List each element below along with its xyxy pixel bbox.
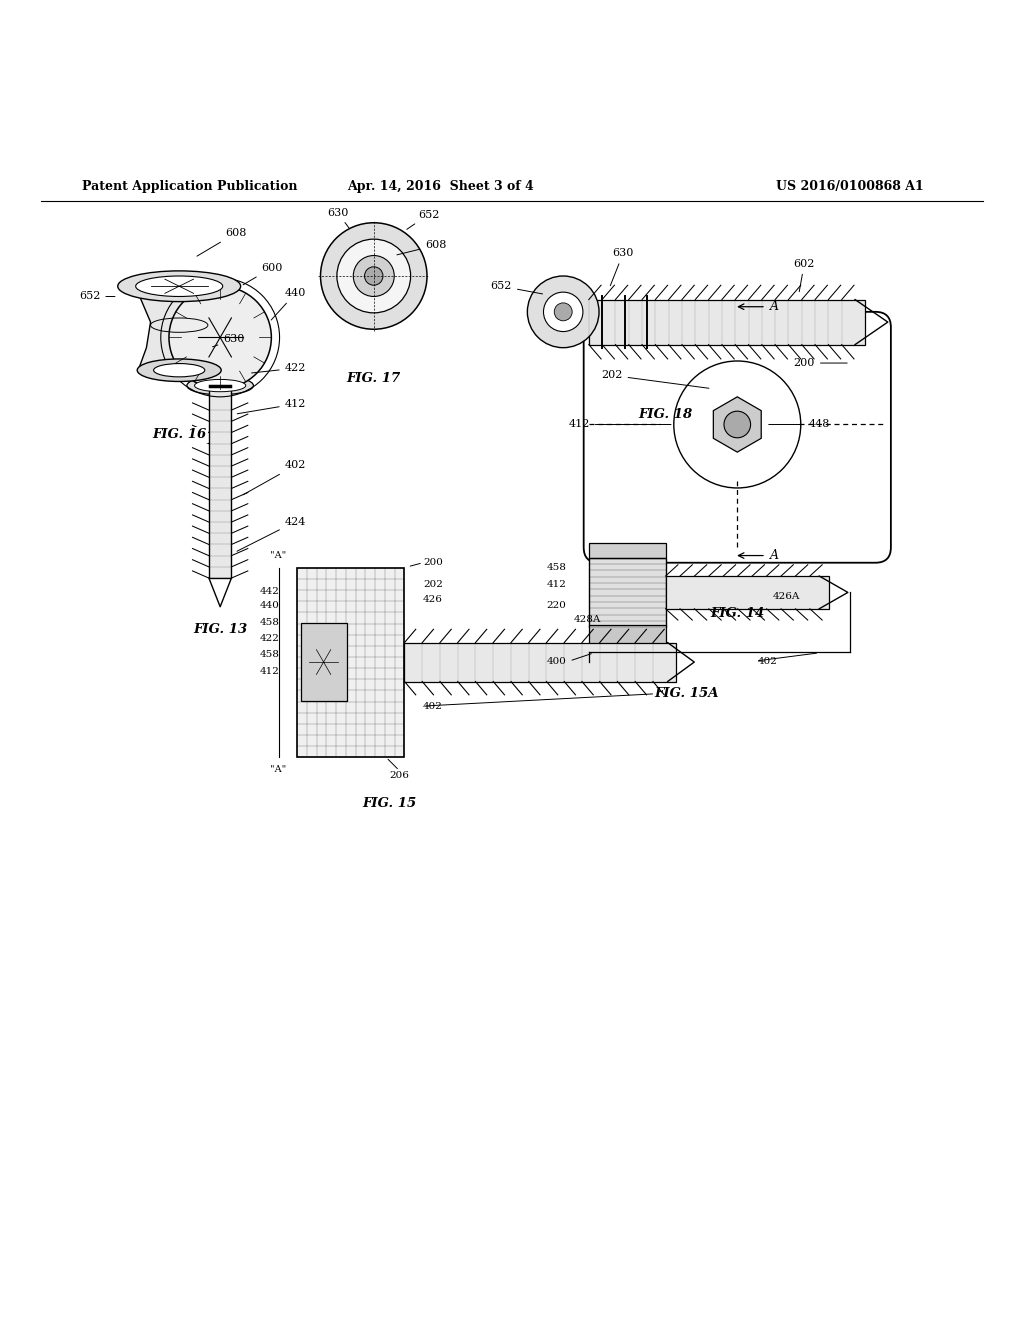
Text: 458: 458 [547,564,566,573]
Text: 652: 652 [407,210,439,230]
Bar [297,568,404,758]
Text: 652: 652 [79,292,115,301]
Text: 426A: 426A [773,591,801,601]
Text: 422: 422 [260,634,280,643]
Text: 220: 220 [547,601,566,610]
Text: FIG. 14: FIG. 14 [711,607,764,620]
Text: 206: 206 [389,771,410,780]
Text: FIG. 18: FIG. 18 [639,408,692,421]
Bar [301,623,347,701]
Text: 442: 442 [260,587,280,595]
Ellipse shape [135,276,223,297]
Text: Patent Application Publication: Patent Application Publication [82,181,297,194]
Text: 448: 448 [769,420,830,429]
Circle shape [544,292,583,331]
Text: 458: 458 [260,618,280,627]
Text: 440: 440 [260,601,280,610]
Text: A: A [770,300,779,313]
Ellipse shape [137,359,221,381]
Circle shape [169,286,271,388]
Text: 630: 630 [610,248,634,285]
Text: 608: 608 [197,228,247,256]
Text: 652: 652 [490,281,543,294]
Bar [589,626,666,644]
Circle shape [724,411,751,438]
Text: 200: 200 [423,558,442,568]
Text: 412: 412 [238,399,306,413]
Bar [404,643,676,681]
Bar [666,576,829,609]
Text: 412: 412 [547,579,566,589]
Text: 200: 200 [794,358,847,368]
Text: 402: 402 [758,656,777,665]
Text: 400: 400 [547,656,566,665]
Text: FIG. 17: FIG. 17 [347,372,400,385]
Text: "A": "A" [270,550,287,560]
Text: 424: 424 [237,516,306,552]
Bar [209,388,231,578]
Circle shape [554,302,572,321]
Text: 422: 422 [252,363,306,374]
Circle shape [337,239,411,313]
Text: 630: 630 [327,207,349,228]
Text: A: A [770,549,779,562]
Bar [589,300,865,345]
Polygon shape [714,397,761,453]
Text: 202: 202 [601,371,709,388]
Text: 630: 630 [213,334,245,347]
FancyBboxPatch shape [584,312,891,562]
Ellipse shape [186,376,254,395]
Text: 440: 440 [271,288,306,319]
Text: "A": "A" [270,766,287,775]
Polygon shape [136,288,222,370]
Circle shape [321,223,427,329]
Circle shape [365,267,383,285]
Text: 402: 402 [423,702,442,710]
Circle shape [353,256,394,297]
Text: 602: 602 [794,259,815,292]
Text: Apr. 14, 2016  Sheet 3 of 4: Apr. 14, 2016 Sheet 3 of 4 [347,181,534,194]
Text: FIG. 15: FIG. 15 [362,797,416,810]
Ellipse shape [118,271,241,301]
Text: 426: 426 [423,595,442,605]
Text: 428A: 428A [573,615,601,623]
Circle shape [527,276,599,347]
Text: 600: 600 [243,263,283,285]
Bar [589,544,666,557]
Text: 402: 402 [243,461,306,495]
Text: FIG. 15A: FIG. 15A [654,688,718,701]
Text: US 2016/0100868 A1: US 2016/0100868 A1 [776,181,924,194]
Text: 202: 202 [423,579,442,589]
Text: 608: 608 [397,240,446,255]
Text: 412: 412 [260,667,280,676]
Text: FIG. 13: FIG. 13 [194,623,247,636]
Ellipse shape [195,379,246,392]
Bar [589,557,666,627]
Ellipse shape [154,363,205,378]
Text: 458: 458 [260,651,280,660]
Text: 412: 412 [568,420,671,429]
Text: FIG. 16: FIG. 16 [153,428,206,441]
